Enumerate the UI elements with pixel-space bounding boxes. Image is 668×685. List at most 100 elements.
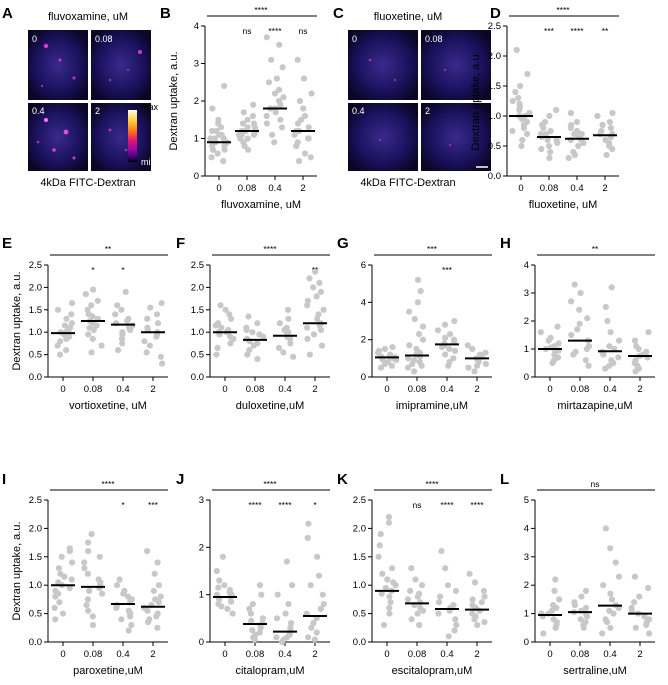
y-tick-label: 2 [199, 542, 204, 553]
data-point [414, 276, 422, 283]
y-axis-title: Dextran uptake, a.u. [470, 51, 482, 150]
data-point [228, 598, 235, 605]
panel-letter: F [176, 235, 185, 252]
data-point [218, 324, 225, 331]
data-point [59, 610, 67, 617]
y-tick-label: 3 [524, 552, 529, 563]
data-point [414, 299, 421, 306]
data-point [405, 355, 412, 362]
y-tick-label: 2 [524, 316, 529, 327]
data-point [306, 275, 313, 282]
data-point [284, 306, 292, 313]
y-tick-label: 0.0 [29, 637, 42, 648]
overall-significance-label: ** [105, 244, 112, 254]
data-point [451, 347, 459, 354]
x-tick-label: 2 [474, 384, 479, 395]
data-point [375, 347, 383, 354]
data-point [385, 519, 392, 526]
data-point [116, 576, 123, 583]
data-point [256, 582, 263, 589]
panel-letter: B [160, 5, 171, 22]
data-point [594, 112, 601, 120]
data-point [315, 572, 323, 579]
data-point [305, 634, 312, 641]
data-point [300, 105, 307, 112]
data-point [602, 616, 609, 623]
data-point [633, 343, 640, 350]
data-point [578, 130, 585, 138]
data-point [452, 616, 459, 623]
data-point [240, 109, 247, 116]
x-tick-label: 0.08 [246, 649, 265, 660]
data-point [51, 604, 58, 612]
x-tick-label: 0 [60, 649, 65, 660]
y-tick-label: 0 [524, 372, 529, 383]
data-point [157, 593, 164, 600]
data-point [632, 624, 639, 631]
data-point [276, 86, 283, 93]
y-tick-label: 1.5 [488, 81, 501, 92]
colorbar-max-label: max [141, 102, 159, 112]
data-point [86, 587, 93, 595]
data-point [598, 127, 605, 135]
data-point [482, 360, 489, 367]
data-point [307, 582, 314, 589]
data-point [452, 587, 459, 595]
data-point [320, 601, 327, 608]
data-point [512, 88, 519, 96]
y-tick-label: 1 [194, 134, 199, 145]
data-point [94, 297, 101, 304]
data-point [547, 148, 554, 156]
data-point [122, 288, 129, 295]
data-point [481, 619, 488, 626]
data-point [390, 579, 397, 586]
data-point [215, 116, 222, 123]
colorbar [128, 110, 137, 162]
data-point [273, 75, 280, 82]
group-significance-label: ns [243, 26, 252, 36]
data-point [451, 317, 458, 325]
data-point [313, 629, 320, 636]
data-point [90, 286, 97, 293]
x-tick-label: 0.4 [440, 384, 453, 395]
group-significance-label: * [91, 265, 95, 275]
data-point [300, 75, 308, 82]
x-tick-label: 0 [222, 384, 227, 395]
data-point [285, 601, 292, 608]
panel-letter: L [500, 471, 509, 488]
data-point [641, 613, 648, 620]
y-axis-title: Dextran uptake, a.u. [11, 521, 23, 620]
data-point [119, 329, 126, 336]
data-point [385, 359, 392, 366]
data-point [388, 362, 396, 369]
micrograph-tile: 2 max min [91, 102, 159, 171]
data-point [575, 142, 582, 150]
data-point [256, 629, 263, 636]
y-tick-label: 2.0 [488, 51, 501, 62]
data-point [246, 347, 253, 354]
data-point [570, 148, 577, 156]
x-tick-label: 0.08 [84, 649, 103, 660]
data-point [68, 320, 75, 327]
data-point [52, 587, 59, 595]
data-point [419, 336, 427, 343]
data-point [541, 118, 549, 126]
data-point [582, 587, 590, 595]
data-point [285, 315, 292, 322]
x-tick-label: 0 [547, 384, 552, 395]
data-point [537, 130, 545, 138]
x-tick-label: 2 [300, 183, 305, 194]
data-point [469, 596, 476, 603]
data-point [434, 327, 442, 334]
data-point [576, 306, 583, 313]
data-point [615, 573, 623, 580]
data-point [56, 351, 64, 358]
data-point [209, 127, 216, 135]
data-point [317, 288, 324, 295]
x-tick-label: 0 [384, 649, 389, 660]
data-point [263, 120, 270, 127]
data-point [294, 56, 301, 63]
data-point [565, 154, 572, 162]
y-tick-label: 0.0 [29, 372, 42, 383]
data-point [221, 82, 228, 90]
